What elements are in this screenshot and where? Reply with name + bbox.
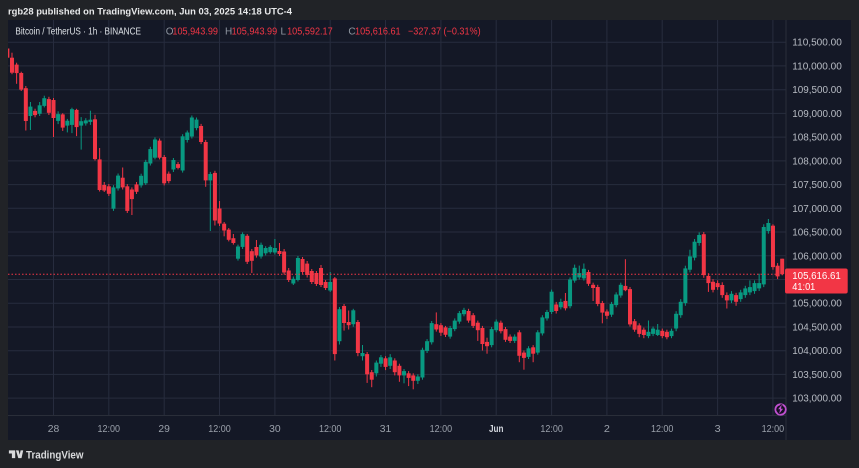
svg-text:103,000.00: 103,000.00 — [792, 394, 842, 405]
svg-text:C: C — [348, 27, 355, 38]
svg-text:H: H — [225, 27, 232, 38]
svg-text:105,000.00: 105,000.00 — [792, 299, 842, 310]
svg-text:106,000.00: 106,000.00 — [792, 251, 842, 262]
svg-text:L: L — [281, 27, 287, 38]
svg-text:41:01: 41:01 — [792, 282, 815, 293]
svg-text:109,500.00: 109,500.00 — [792, 85, 842, 96]
svg-text:12:00: 12:00 — [651, 424, 674, 435]
svg-text:110,500.00: 110,500.00 — [792, 38, 842, 49]
svg-text:108,000.00: 108,000.00 — [792, 156, 842, 167]
svg-text:104,000.00: 104,000.00 — [792, 346, 842, 357]
svg-text:O: O — [166, 27, 174, 38]
svg-text:29: 29 — [158, 424, 170, 435]
svg-text:3: 3 — [715, 424, 721, 435]
svg-text:108,500.00: 108,500.00 — [792, 133, 842, 144]
svg-text:12:00: 12:00 — [319, 424, 342, 435]
svg-text:12:00: 12:00 — [430, 424, 453, 435]
svg-text:2: 2 — [604, 424, 610, 435]
svg-text:12:00: 12:00 — [762, 424, 785, 435]
svg-text:Bitcoin / TetherUS · 1h · BINA: Bitcoin / TetherUS · 1h · BINANCE — [15, 27, 141, 38]
svg-text:109,000.00: 109,000.00 — [792, 109, 842, 120]
svg-text:110,000.00: 110,000.00 — [792, 61, 842, 72]
svg-text:105,592.17: 105,592.17 — [287, 27, 333, 38]
svg-text:105,943.99: 105,943.99 — [172, 27, 218, 38]
svg-text:12:00: 12:00 — [98, 424, 121, 435]
svg-text:−327.37 (−0.31%): −327.37 (−0.31%) — [408, 27, 481, 38]
svg-text:28: 28 — [48, 424, 60, 435]
svg-text:106,500.00: 106,500.00 — [792, 228, 842, 239]
svg-text:Jun: Jun — [489, 424, 504, 435]
svg-text:104,500.00: 104,500.00 — [792, 323, 842, 334]
svg-text:30: 30 — [269, 424, 281, 435]
svg-text:rgb28 published on TradingView: rgb28 published on TradingView.com, Jun … — [8, 7, 293, 18]
svg-text:105,616.61: 105,616.61 — [792, 271, 841, 282]
svg-text:12:00: 12:00 — [540, 424, 563, 435]
svg-text:107,000.00: 107,000.00 — [792, 204, 842, 215]
svg-text:105,616.61: 105,616.61 — [355, 27, 401, 38]
svg-text:TradingView: TradingView — [26, 450, 84, 462]
svg-text:105,943.99: 105,943.99 — [232, 27, 278, 38]
svg-text:103,500.00: 103,500.00 — [792, 370, 842, 381]
svg-text:107,500.00: 107,500.00 — [792, 180, 842, 191]
svg-text:31: 31 — [380, 424, 392, 435]
svg-text:12:00: 12:00 — [208, 424, 231, 435]
